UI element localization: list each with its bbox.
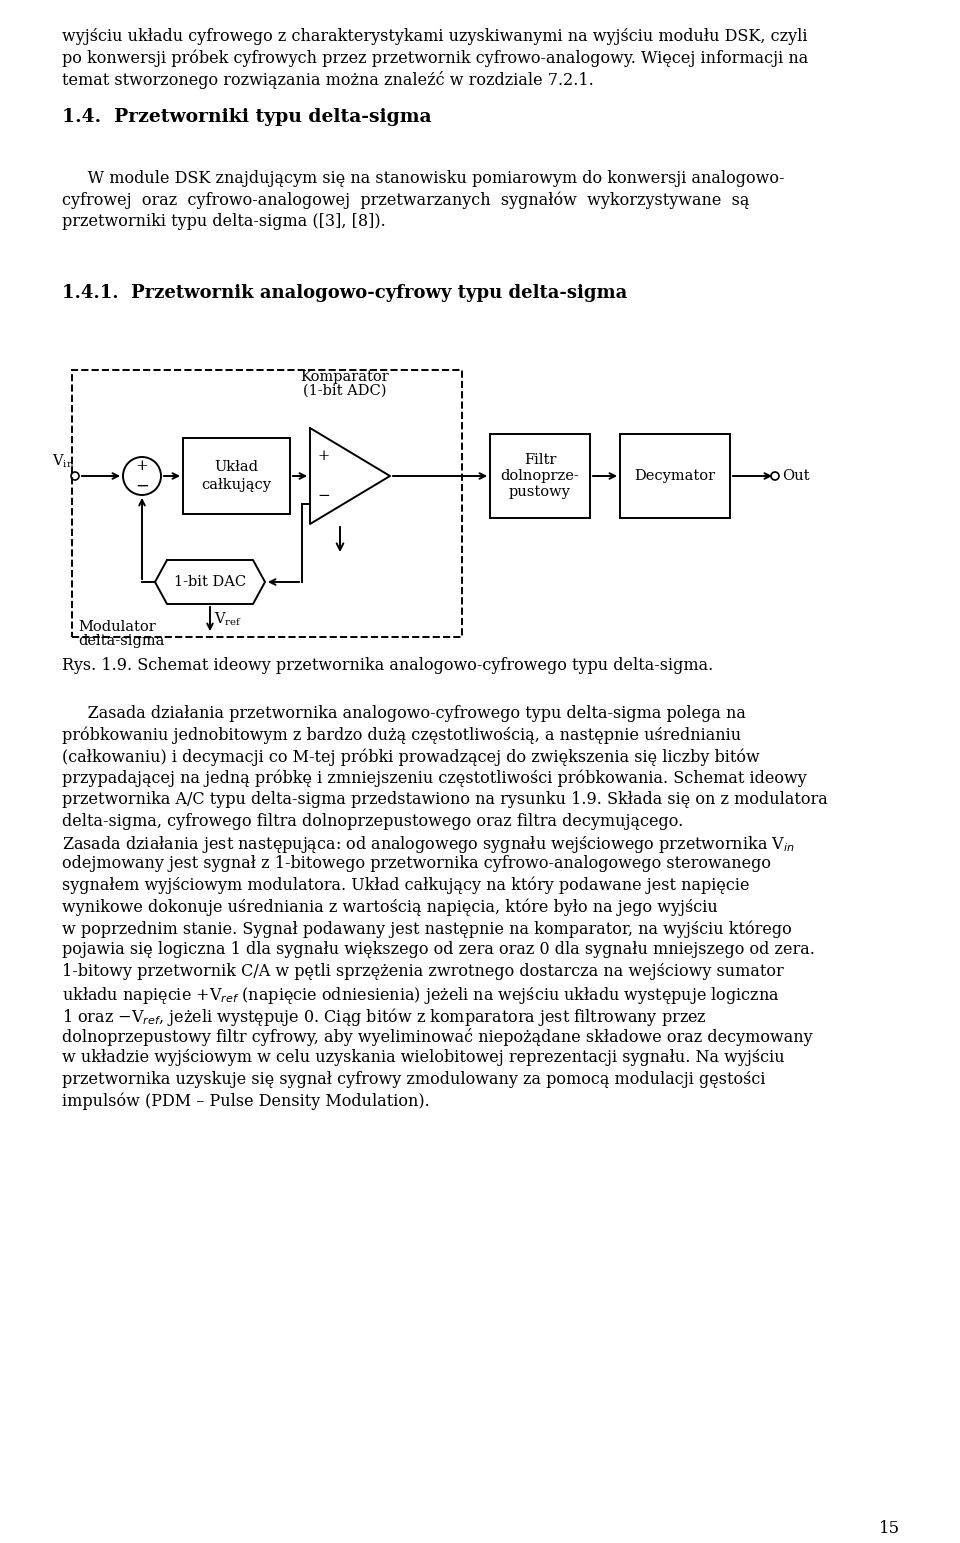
Bar <box>490 434 590 518</box>
Bar <box>183 438 290 514</box>
Text: przetworniki typu delta-sigma ([3], [8]).: przetworniki typu delta-sigma ([3], [8])… <box>62 213 386 230</box>
Text: V$_{\mathregular{ref}}$: V$_{\mathregular{ref}}$ <box>214 609 242 628</box>
Text: wyjściu układu cyfrowego z charakterystykami uzyskiwanymi na wyjściu modułu DSK,: wyjściu układu cyfrowego z charakterysty… <box>62 28 807 45</box>
Text: 15: 15 <box>878 1520 900 1537</box>
Text: −: − <box>135 477 149 494</box>
Text: 1 oraz −V$_{ref}$, jeżeli występuje 0. Ciąg bitów z komparatora jest filtrowany : 1 oraz −V$_{ref}$, jeżeli występuje 0. C… <box>62 1006 707 1028</box>
Text: Modulator: Modulator <box>78 620 156 634</box>
Text: odejmowany jest sygnał z 1-bitowego przetwornika cyfrowo-analogowego sterowanego: odejmowany jest sygnał z 1-bitowego prze… <box>62 855 771 872</box>
Text: 1-bit DAC: 1-bit DAC <box>174 576 246 589</box>
Text: V$_{\mathregular{in}}$: V$_{\mathregular{in}}$ <box>52 452 74 471</box>
Text: Komparator: Komparator <box>300 370 390 384</box>
Text: przetwornika A/C typu delta-sigma przedstawiono na rysunku 1.9. Składa się on z : przetwornika A/C typu delta-sigma przeds… <box>62 792 828 809</box>
Text: delta-sigma, cyfrowego filtra dolnoprzepustowego oraz filtra decymującego.: delta-sigma, cyfrowego filtra dolnoprzep… <box>62 813 684 830</box>
Text: 1-bitowy przetwornik C/A w pętli sprzężenia zwrotnego dostarcza na wejściowy sum: 1-bitowy przetwornik C/A w pętli sprzęże… <box>62 963 783 980</box>
Text: 1.4.  Przetworniki typu delta-sigma: 1.4. Przetworniki typu delta-sigma <box>62 108 431 127</box>
Text: pojawia się logiczna 1 dla sygnału większego od zera oraz 0 dla sygnału mniejsze: pojawia się logiczna 1 dla sygnału więks… <box>62 941 815 958</box>
Text: dolnoprze-: dolnoprze- <box>500 469 580 483</box>
Polygon shape <box>310 427 390 525</box>
Text: −: − <box>318 489 330 503</box>
Bar <box>620 434 730 518</box>
Text: impulsów (PDM – Pulse Density Modulation).: impulsów (PDM – Pulse Density Modulation… <box>62 1092 430 1109</box>
Text: (1-bit ADC): (1-bit ADC) <box>303 384 387 398</box>
Text: przetwornika uzyskuje się sygnał cyfrowy zmodulowany za pomocą modulacji gęstośc: przetwornika uzyskuje się sygnał cyfrowy… <box>62 1071 765 1088</box>
Bar <box>72 370 462 637</box>
Text: w układzie wyjściowym w celu uzyskania wielobitowej reprezentacji sygnału. Na wy: w układzie wyjściowym w celu uzyskania w… <box>62 1049 784 1066</box>
Text: Filtr: Filtr <box>524 454 556 468</box>
Text: sygnałem wyjściowym modulatora. Układ całkujący na który podawane jest napięcie: sygnałem wyjściowym modulatora. Układ ca… <box>62 876 750 895</box>
Text: pustowy: pustowy <box>509 485 571 498</box>
Text: +: + <box>135 460 149 474</box>
Text: 1.4.1.  Przetwornik analogowo-cyfrowy typu delta-sigma: 1.4.1. Przetwornik analogowo-cyfrowy typ… <box>62 284 627 302</box>
Text: całkujący: całkujący <box>202 478 272 492</box>
Text: Zasada działania jest następująca: od analogowego sygnału wejściowego przetworni: Zasada działania jest następująca: od an… <box>62 835 795 855</box>
Text: Decymator: Decymator <box>635 469 715 483</box>
Text: temat stworzonego rozwiązania można znaleźć w rozdziale 7.2.1.: temat stworzonego rozwiązania można znal… <box>62 71 593 89</box>
Text: (całkowaniu) i decymacji co M-tej próbki prowadzącej do zwiększenia się liczby b: (całkowaniu) i decymacji co M-tej próbki… <box>62 748 759 765</box>
Text: układu napięcie +V$_{ref}$ (napięcie odniesienia) jeżeli na wejściu układu wystę: układu napięcie +V$_{ref}$ (napięcie odn… <box>62 984 780 1006</box>
Text: próbkowaniu jednobitowym z bardzo dużą częstotliwością, a następnie uśrednianiu: próbkowaniu jednobitowym z bardzo dużą c… <box>62 727 741 744</box>
Text: cyfrowej  oraz  cyfrowo-analogowej  przetwarzanych  sygnałów  wykorzystywane  są: cyfrowej oraz cyfrowo-analogowej przetwa… <box>62 191 750 208</box>
Polygon shape <box>155 560 265 603</box>
Text: Rys. 1.9. Schemat ideowy przetwornika analogowo-cyfrowego typu delta-sigma.: Rys. 1.9. Schemat ideowy przetwornika an… <box>62 657 713 674</box>
Text: po konwersji próbek cyfrowych przez przetwornik cyfrowo-analogowy. Więcej inform: po konwersji próbek cyfrowych przez prze… <box>62 49 808 66</box>
Text: W module DSK znajdującym się na stanowisku pomiarowym do konwersji analogowo-: W module DSK znajdującym się na stanowis… <box>62 170 784 187</box>
Text: w poprzednim stanie. Sygnał podawany jest następnie na komparator, na wyjściu kt: w poprzednim stanie. Sygnał podawany jes… <box>62 920 792 938</box>
Text: wynikowe dokonuje uśredniania z wartością napięcia, które było na jego wyjściu: wynikowe dokonuje uśredniania z wartości… <box>62 898 718 917</box>
Text: przypadającej na jedną próbkę i zmniejszeniu częstotliwości próbkowania. Schemat: przypadającej na jedną próbkę i zmniejsz… <box>62 770 806 787</box>
Text: dolnoprzepustowy filtr cyfrowy, aby wyeliminować niepożądane składowe oraz decym: dolnoprzepustowy filtr cyfrowy, aby wyel… <box>62 1028 812 1046</box>
Text: Out: Out <box>782 469 809 483</box>
Text: Zasada działania przetwornika analogowo-cyfrowego typu delta-sigma polega na: Zasada działania przetwornika analogowo-… <box>62 705 746 722</box>
Text: Układ: Układ <box>214 460 258 474</box>
Text: +: + <box>318 449 330 463</box>
Text: delta-sigma: delta-sigma <box>78 634 164 648</box>
